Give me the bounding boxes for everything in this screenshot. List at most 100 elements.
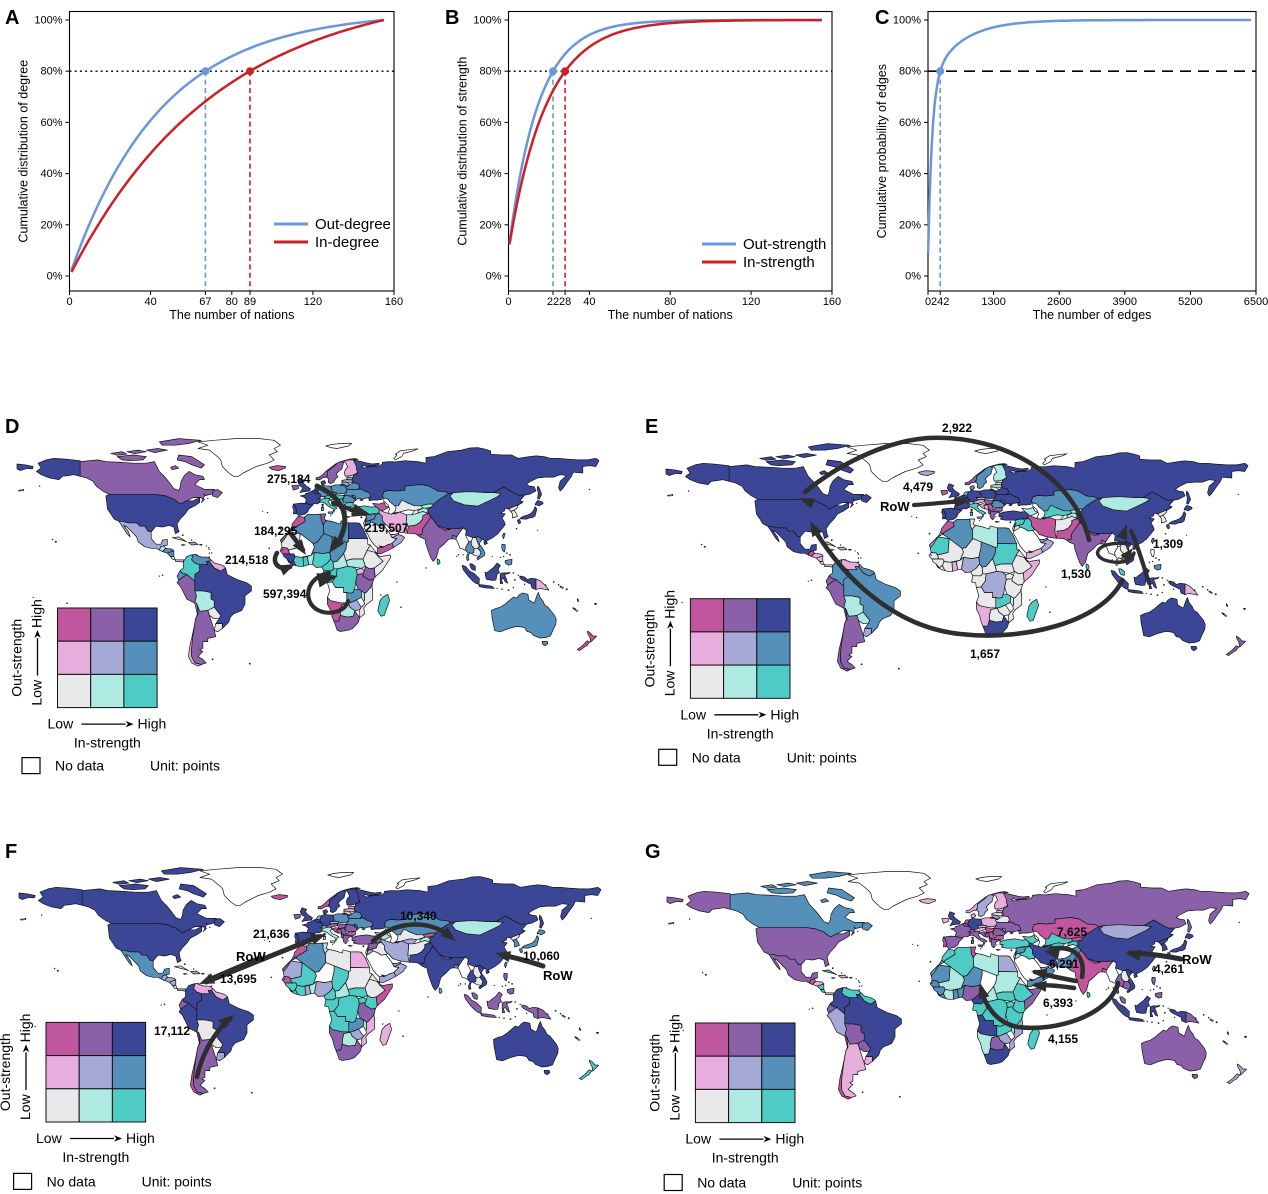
svg-text:160: 160 [823,296,841,308]
svg-text:Low: Low [661,670,677,697]
svg-text:120: 120 [742,296,760,308]
svg-text:6500: 6500 [1244,296,1268,308]
svg-text:High: High [126,1130,155,1146]
svg-text:6,393: 6,393 [1043,996,1073,1010]
svg-text:21,636: 21,636 [253,927,290,941]
svg-text:In-strength: In-strength [712,1150,779,1166]
svg-text:80: 80 [664,296,676,308]
svg-text:Low: Low [685,1131,712,1147]
svg-text:Out-strength: Out-strength [9,619,25,697]
svg-text:4,261: 4,261 [1154,962,1184,976]
svg-text:No data: No data [55,758,104,774]
svg-text:The number of edges: The number of edges [1033,308,1152,322]
svg-text:High: High [29,599,45,628]
svg-text:In-degree: In-degree [315,234,379,251]
svg-text:Low: Low [36,1130,63,1146]
svg-text:C: C [875,7,889,29]
svg-text:In-strength: In-strength [62,1149,129,1165]
svg-text:89: 89 [244,296,256,308]
svg-text:1300: 1300 [981,296,1005,308]
svg-text:13,695: 13,695 [220,972,257,986]
svg-text:10,060: 10,060 [523,949,560,963]
svg-text:80%: 80% [899,66,921,78]
svg-text:High: High [770,706,799,722]
svg-text:RoW: RoW [543,968,573,983]
svg-text:Unit: points: Unit: points [792,1175,862,1191]
svg-text:80%: 80% [479,66,501,78]
svg-text:184,295: 184,295 [254,524,298,538]
svg-text:Cumulative distribution of deg: Cumulative distribution of degree [17,60,31,243]
svg-text:2,922: 2,922 [942,421,972,435]
svg-text:In-strength: In-strength [74,735,141,751]
svg-text:60%: 60% [40,117,62,129]
svg-text:0%: 0% [905,271,921,283]
svg-text:B: B [445,7,459,29]
svg-text:High: High [17,1014,33,1043]
svg-text:17,112: 17,112 [154,1024,190,1038]
svg-text:Low: Low [29,679,45,706]
svg-text:A: A [5,7,19,29]
svg-text:22: 22 [547,296,559,308]
svg-text:2600: 2600 [1047,296,1071,308]
svg-text:Out-strength: Out-strength [0,1033,13,1111]
svg-text:Out-strength: Out-strength [641,610,657,688]
svg-text:67: 67 [199,296,211,308]
svg-text:RoW: RoW [1182,952,1212,967]
svg-text:3900: 3900 [1113,296,1137,308]
svg-text:597,394: 597,394 [263,587,307,601]
svg-text:40: 40 [583,296,595,308]
svg-text:The number of nations: The number of nations [169,308,294,322]
svg-text:100%: 100% [893,15,921,27]
svg-text:6,291: 6,291 [1049,957,1079,971]
svg-text:214,518: 214,518 [225,553,269,567]
svg-text:No data: No data [47,1173,96,1189]
svg-text:7,625: 7,625 [1057,925,1087,939]
svg-text:1,657: 1,657 [970,647,1000,661]
svg-text:20%: 20% [899,219,921,231]
svg-text:High: High [661,590,677,619]
svg-text:Unit: points: Unit: points [142,1173,212,1189]
svg-text:60%: 60% [899,117,921,129]
svg-text:80: 80 [226,296,238,308]
svg-text:High: High [666,1014,682,1043]
svg-text:100%: 100% [34,15,62,27]
svg-text:20%: 20% [40,219,62,231]
svg-text:Cumulative distribution of str: Cumulative distribution of strength [456,57,470,246]
svg-text:100%: 100% [473,15,501,27]
svg-text:0: 0 [925,296,931,308]
svg-text:High: High [138,716,167,732]
svg-text:RoW: RoW [236,949,266,964]
svg-text:Low: Low [17,1093,33,1120]
svg-text:No data: No data [697,1175,746,1191]
svg-text:40%: 40% [40,168,62,180]
svg-text:10,340: 10,340 [400,909,437,923]
svg-text:40%: 40% [899,168,921,180]
svg-text:219,507: 219,507 [365,521,409,535]
svg-text:40%: 40% [479,168,501,180]
svg-text:4,155: 4,155 [1048,1032,1078,1046]
svg-text:4,479: 4,479 [903,480,933,494]
svg-text:28: 28 [559,296,571,308]
svg-text:1,530: 1,530 [1061,567,1091,581]
svg-text:Unit: points: Unit: points [150,758,220,774]
svg-text:120: 120 [304,296,322,308]
svg-text:Low: Low [680,706,707,722]
svg-text:80%: 80% [40,66,62,78]
svg-text:Unit: points: Unit: points [787,749,857,765]
svg-text:5200: 5200 [1178,296,1202,308]
svg-text:0: 0 [505,296,511,308]
svg-text:G: G [645,841,661,863]
svg-text:D: D [5,416,19,438]
svg-text:In-strength: In-strength [707,725,774,741]
svg-text:Out-strength: Out-strength [743,236,826,253]
svg-text:160: 160 [385,296,403,308]
svg-text:Low: Low [666,1094,682,1121]
svg-text:In-strength: In-strength [743,254,815,271]
svg-text:F: F [5,841,17,863]
svg-text:Cumulative probability of edge: Cumulative probability of edges [875,64,889,238]
svg-text:1,309: 1,309 [1153,537,1183,551]
svg-text:242: 242 [931,296,949,308]
svg-text:0%: 0% [47,271,63,283]
svg-text:Low: Low [48,716,75,732]
svg-text:0%: 0% [486,271,502,283]
